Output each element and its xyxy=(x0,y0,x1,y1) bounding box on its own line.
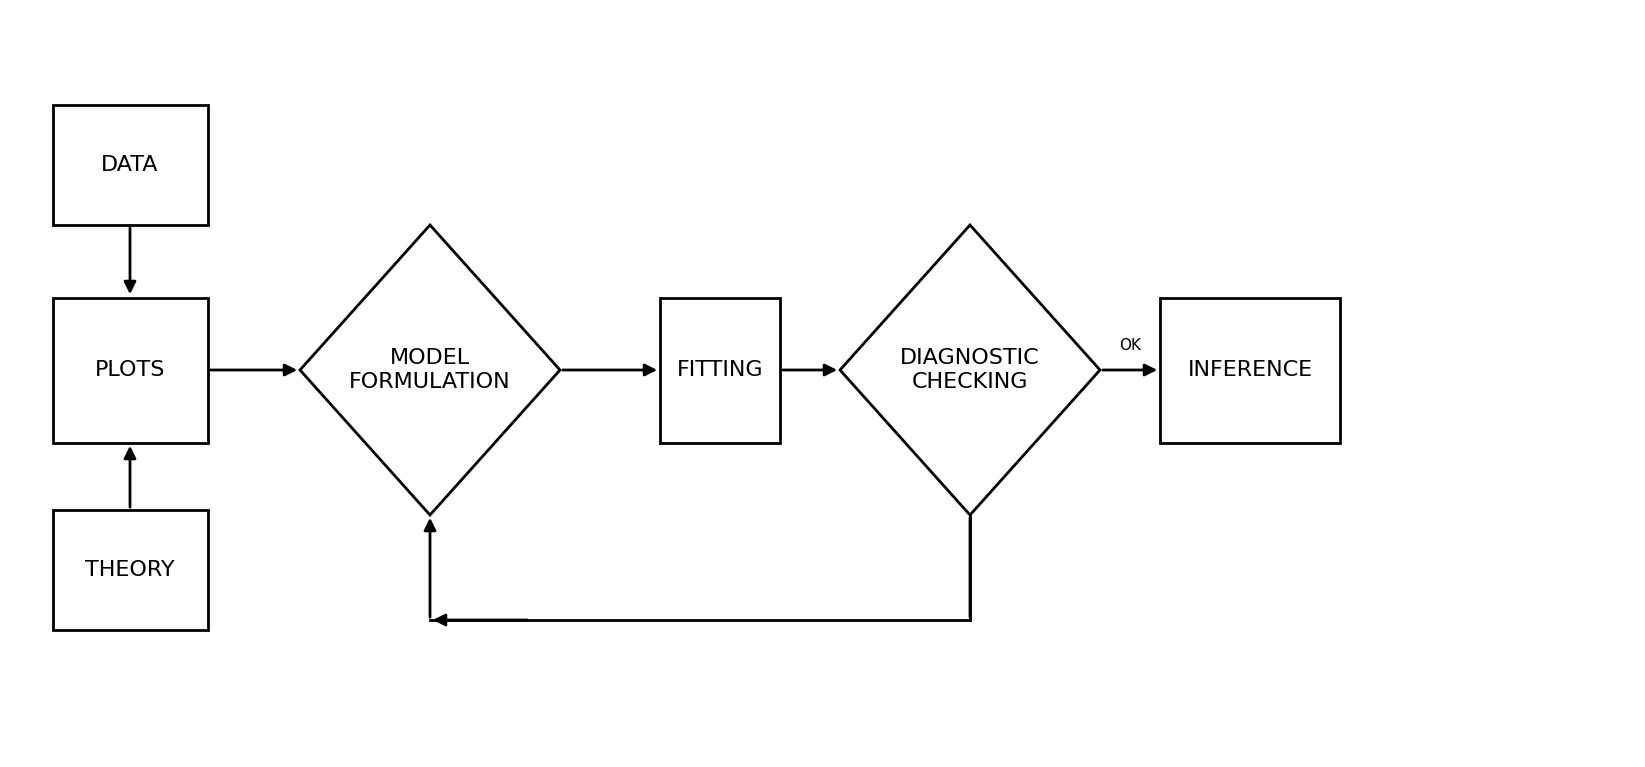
Text: INFERENCE: INFERENCE xyxy=(1188,360,1313,380)
Text: MODEL
FORMULATION: MODEL FORMULATION xyxy=(349,348,512,392)
Text: FITTING: FITTING xyxy=(676,360,763,380)
Polygon shape xyxy=(299,225,559,515)
Text: THEORY: THEORY xyxy=(86,560,174,580)
Text: DIAGNOSTIC
CHECKING: DIAGNOSTIC CHECKING xyxy=(900,348,1040,392)
Text: DATA: DATA xyxy=(102,155,160,175)
Bar xyxy=(53,510,207,630)
Polygon shape xyxy=(841,225,1101,515)
Bar xyxy=(53,105,207,225)
Bar xyxy=(660,298,780,443)
Bar xyxy=(53,298,207,443)
Text: PLOTS: PLOTS xyxy=(95,360,164,380)
Bar xyxy=(1160,298,1341,443)
Text: OK: OK xyxy=(1119,337,1142,353)
